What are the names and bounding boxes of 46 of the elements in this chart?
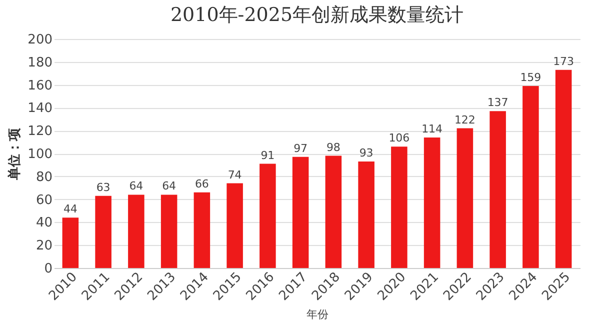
y-tick-label: 160	[28, 78, 52, 94]
data-label: 106	[388, 132, 410, 145]
data-label: 74	[228, 168, 242, 182]
bar	[128, 194, 144, 268]
y-tick-label: 100	[28, 147, 52, 162]
bar	[490, 111, 506, 268]
bar	[226, 183, 243, 268]
y-tick-label: 140	[28, 101, 52, 116]
data-label: 93	[359, 146, 374, 160]
y-tick-label: 20	[36, 238, 52, 254]
bar	[62, 218, 79, 268]
data-label: 122	[454, 113, 476, 126]
bar	[260, 164, 276, 268]
chart-title: 2010年-2025年创新成果数量统计	[170, 4, 464, 26]
bar	[522, 86, 539, 268]
y-tick-label: 40	[36, 216, 52, 231]
y-tick-label: 60	[36, 192, 52, 208]
bar	[391, 146, 408, 268]
data-label: 44	[63, 202, 78, 216]
data-label: 64	[162, 180, 176, 193]
bar	[555, 70, 572, 268]
data-label: 159	[520, 70, 542, 84]
data-label: 63	[96, 180, 110, 194]
data-label: 98	[326, 140, 340, 154]
data-label: 173	[553, 54, 574, 68]
data-label: 97	[294, 142, 308, 155]
bar	[194, 192, 210, 268]
bar	[358, 162, 374, 268]
y-tick-label: 0	[44, 262, 52, 276]
x-axis-title: 年份	[306, 308, 328, 322]
data-label: 66	[194, 177, 209, 190]
y-tick-label: 200	[28, 32, 52, 48]
bar	[456, 128, 474, 268]
bar	[160, 194, 178, 268]
y-tick-label: 80	[36, 170, 52, 185]
bar	[292, 156, 309, 268]
y-axis-title: 单位：项	[6, 127, 23, 181]
bar	[424, 137, 440, 268]
data-label: 64	[129, 180, 144, 193]
data-label: 91	[260, 148, 275, 162]
data-label: 137	[487, 96, 508, 110]
bar	[325, 156, 342, 268]
data-label: 114	[422, 122, 443, 136]
y-tick-label: 120	[28, 124, 52, 140]
bar	[95, 196, 112, 268]
y-tick-label: 180	[28, 55, 52, 70]
